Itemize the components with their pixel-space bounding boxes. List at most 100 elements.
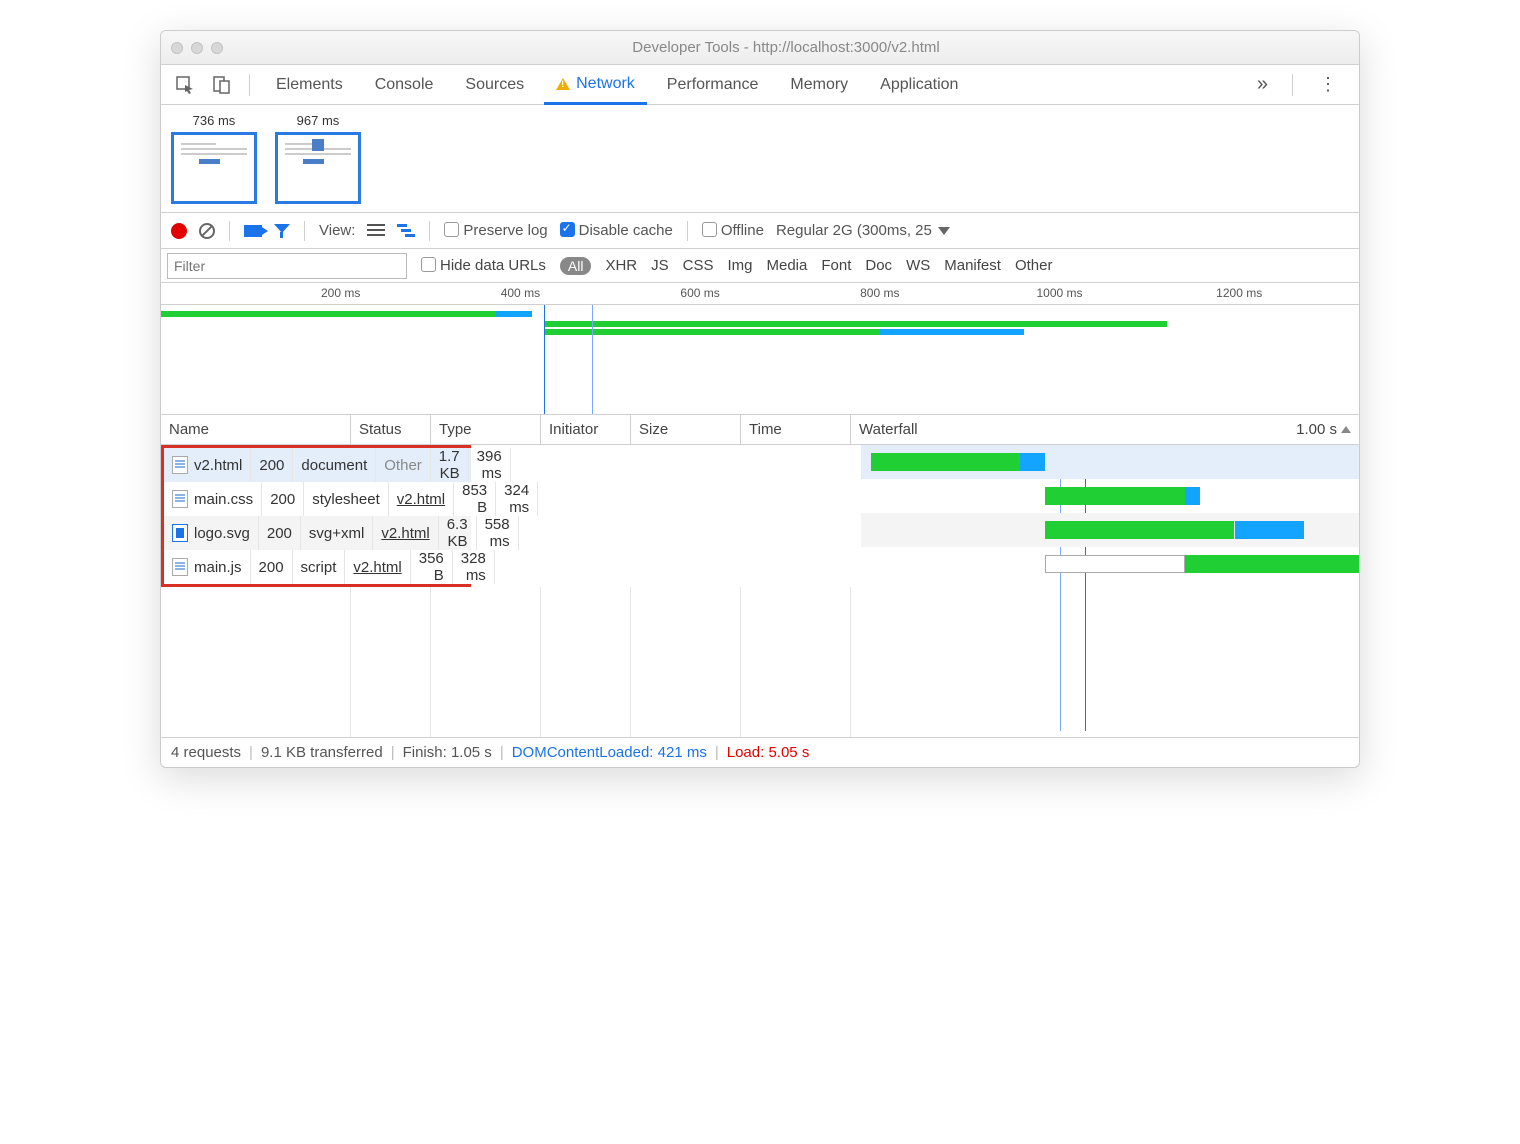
col-time[interactable]: Time [741,415,851,444]
table-row[interactable]: logo.svg200svg+xmlv2.html6.3 KB558 ms [164,516,471,550]
preserve-log-toggle[interactable]: Preserve log [444,222,547,239]
request-status: 200 [259,516,301,550]
inspect-element-icon[interactable] [171,71,199,99]
overview-segment [544,329,879,335]
timeline-overview[interactable] [161,305,1359,415]
waterfall-segment [1045,555,1184,573]
request-type: document [293,448,376,482]
overview-marker-line [544,305,545,414]
clear-button[interactable] [199,223,215,239]
status-bar: 4 requests| 9.1 KB transferred| Finish: … [161,737,1359,767]
screenshots-icon[interactable] [244,225,262,237]
record-button[interactable] [171,223,187,239]
waterfall-segment [1045,521,1234,539]
request-time: 324 ms [496,482,538,516]
timeline-ruler[interactable]: 200 ms400 ms600 ms800 ms1000 ms1200 ms [161,283,1359,305]
tab-application[interactable]: Application [868,67,970,103]
file-icon [172,456,188,474]
waterfall-row[interactable] [861,479,1359,513]
overview-marker-line [592,305,593,414]
tab-elements[interactable]: Elements [264,67,355,103]
throttling-dropdown[interactable]: Regular 2G (300ms, 25 [776,222,950,239]
type-filter-font[interactable]: Font [821,257,851,274]
type-filter-ws[interactable]: WS [906,257,930,274]
overview-segment [161,311,496,317]
request-name: main.css [194,491,253,508]
type-filter-other[interactable]: Other [1015,257,1053,274]
request-initiator[interactable]: v2.html [373,516,438,550]
table-row[interactable]: main.js200scriptv2.html356 B328 ms [164,550,471,584]
filter-icon[interactable] [274,224,290,238]
filmstrip-frame[interactable]: 736 ms [171,113,257,204]
checkbox-icon [444,222,459,237]
type-filter-css[interactable]: CSS [683,257,714,274]
ruler-tick: 1000 ms [1036,286,1082,300]
view-label: View: [319,222,355,239]
request-initiator[interactable]: v2.html [389,482,454,516]
col-waterfall[interactable]: Waterfall 1.00 s [851,415,1359,444]
ruler-tick: 600 ms [680,286,719,300]
hide-data-urls-toggle[interactable]: Hide data URLs [421,257,546,274]
tab-network[interactable]: Network [544,66,647,105]
col-status[interactable]: Status [351,415,431,444]
col-size[interactable]: Size [631,415,741,444]
divider [687,221,688,241]
type-filter-doc[interactable]: Doc [865,257,892,274]
settings-menu-button[interactable]: ⋮ [1307,74,1349,95]
divider [304,221,305,241]
tab-memory[interactable]: Memory [778,67,860,103]
request-type: script [293,550,346,584]
file-icon [172,490,188,508]
ruler-tick: 200 ms [321,286,360,300]
request-size: 356 B [411,550,453,584]
col-name[interactable]: Name [161,415,351,444]
waterfall-row[interactable] [861,547,1359,581]
type-filter-manifest[interactable]: Manifest [944,257,1001,274]
disable-cache-toggle[interactable]: Disable cache [560,222,673,239]
request-initiator[interactable]: v2.html [345,550,410,584]
offline-toggle[interactable]: Offline [702,222,764,239]
filmstrip-frame[interactable]: 967 ms [275,113,361,204]
warning-icon [556,78,570,90]
request-type: stylesheet [304,482,389,516]
large-rows-icon[interactable] [367,224,385,238]
table-row[interactable]: v2.html200documentOther1.7 KB396 ms [164,448,471,482]
col-initiator[interactable]: Initiator [541,415,631,444]
tab-performance[interactable]: Performance [655,67,771,103]
overview-segment [496,311,532,317]
divider [229,221,230,241]
type-filter-all[interactable]: All [560,257,592,275]
col-type[interactable]: Type [431,415,541,444]
waterfall-view-icon[interactable] [397,224,415,238]
request-size: 853 B [454,482,496,516]
filter-input[interactable] [167,253,407,279]
file-icon [172,524,188,542]
checkbox-icon [702,222,717,237]
tabs-overflow-button[interactable]: » [1247,73,1278,96]
window-title: Developer Tools - http://localhost:3000/… [223,39,1349,56]
tab-console[interactable]: Console [363,67,446,103]
type-filter-media[interactable]: Media [767,257,808,274]
table-row[interactable]: main.css200stylesheetv2.html853 B324 ms [164,482,471,516]
network-toolbar: View: Preserve log Disable cache Offline… [161,213,1359,249]
request-initiator: Other [376,448,431,482]
window-close-button[interactable] [171,42,183,54]
requests-highlighted-region: v2.html200documentOther1.7 KB396 msmain.… [161,445,471,587]
waterfall-row[interactable] [861,513,1359,547]
tab-sources[interactable]: Sources [453,67,536,103]
window-zoom-button[interactable] [211,42,223,54]
window-minimize-button[interactable] [191,42,203,54]
requests-table: v2.html200documentOther1.7 KB396 msmain.… [161,445,1359,737]
checkbox-checked-icon [560,222,575,237]
type-filter-img[interactable]: Img [727,257,752,274]
waterfall-panel [861,445,1359,737]
overview-segment [544,321,879,327]
status-load: Load: 5.05 s [727,744,810,761]
type-filter-xhr[interactable]: XHR [605,257,637,274]
status-finish: Finish: 1.05 s [403,744,492,761]
file-icon [172,558,188,576]
device-toolbar-icon[interactable] [207,71,235,99]
waterfall-row[interactable] [861,445,1359,479]
request-time: 396 ms [469,448,511,482]
type-filter-js[interactable]: JS [651,257,669,274]
